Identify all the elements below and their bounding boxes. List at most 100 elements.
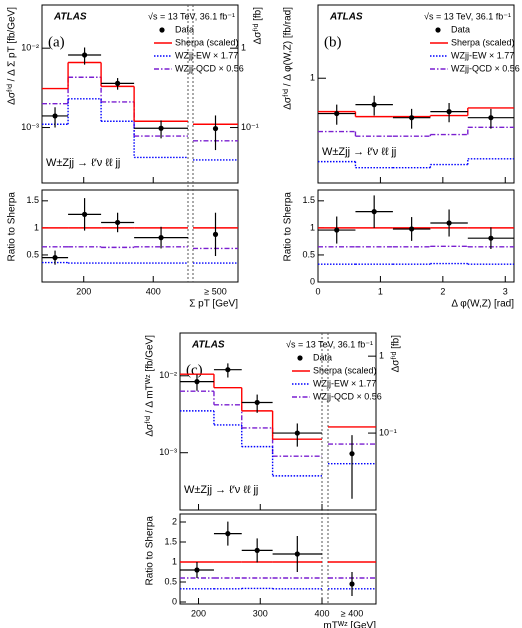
ratio-point (52, 255, 58, 261)
experiment: ATLAS (329, 12, 363, 23)
ratio-point (81, 211, 88, 217)
ratio-y-tick-label: 1 (172, 556, 177, 566)
y-tick-label: 10⁻² (159, 370, 177, 380)
legend-label: Sherpa (scaled) (175, 37, 239, 47)
legend-label: Data (175, 24, 194, 34)
panel-label: (b) (324, 34, 342, 50)
series-point (225, 367, 231, 373)
series-point (446, 109, 452, 115)
ratio-y-tick-label: 1 (310, 222, 315, 232)
plot-frame (179, 332, 377, 511)
overflow-label: ≥ 500 (204, 286, 226, 296)
series-point (81, 52, 88, 58)
y-tick-label: 10⁻² (21, 43, 39, 53)
legend-label: Data (451, 24, 470, 34)
plot-frame (317, 4, 515, 184)
ratio-frame (179, 513, 377, 605)
ratio-point (446, 220, 452, 226)
series-point (409, 115, 415, 121)
y-tick-label: 10⁻³ (21, 122, 39, 132)
ratio-y-tick-label: 1.5 (302, 195, 315, 205)
x-tick-label: 200 (76, 286, 91, 296)
x-axis-label: mTᵂᶻ [GeV] (323, 621, 376, 628)
x-tick-label: 400 (146, 286, 161, 296)
series-point (371, 102, 377, 108)
x-tick-label: 3 (503, 286, 508, 296)
ratio-y-label: Ratio to Sherpa (283, 192, 294, 262)
ratio-y-tick-label: 1.5 (164, 536, 177, 546)
series-point (52, 113, 58, 119)
ratio-point (371, 209, 377, 215)
x-tick-label: 1 (378, 286, 383, 296)
experiment: ATLAS (191, 340, 225, 351)
series-point (294, 430, 300, 436)
legend-marker (159, 27, 165, 33)
ratio-y-tick-label: 2 (172, 516, 177, 526)
y2-tick-label: 10⁻¹ (379, 427, 397, 437)
legend-label: Sherpa (scaled) (313, 365, 377, 375)
process: W±Zjj → ℓ′ν ℓℓ jj (46, 157, 120, 169)
y-tick-label: 10⁻³ (159, 447, 177, 457)
legend-label: WZjj-QCD × 0.56 (313, 391, 382, 401)
x-tick-label: 0 (315, 286, 320, 296)
y2-tick-label: 1 (241, 43, 246, 53)
legend-label: WZjj-EW × 1.77 (175, 50, 238, 60)
ratio-y-tick-label: 0.5 (164, 576, 177, 586)
energy: √s = 13 TeV, 36.1 fb⁻¹ (148, 11, 235, 21)
energy: √s = 13 TeV, 36.1 fb⁻¹ (286, 339, 373, 349)
y2-axis-label: Δσᶠⁱᵈ [fb] (253, 7, 264, 45)
ratio-point (294, 551, 300, 557)
x-axis-label: Σ pT [GeV] (189, 299, 238, 310)
ratio-point (334, 227, 340, 233)
x-axis-label: Δ φ(W,Z) [rad] (451, 299, 514, 310)
ratio-y-tick-label: 0 (310, 276, 315, 286)
series-point (488, 115, 494, 121)
series-point (194, 379, 200, 385)
series-point (349, 451, 355, 457)
ratio-point (254, 547, 260, 554)
legend-marker (297, 355, 303, 361)
series-point (334, 110, 340, 117)
ratio-point (349, 581, 355, 587)
ratio-point (158, 235, 164, 241)
ratio-frame (317, 189, 515, 283)
y2-axis-label: Δσᶠⁱᵈ [fb] (391, 335, 402, 373)
y-axis-label: Δσᶠⁱᵈ / Δ Σ pT [fb/GeV] (7, 7, 18, 105)
process: W±Zjj → ℓ′ν ℓℓ jj (322, 146, 396, 158)
ratio-frame (41, 189, 239, 283)
panel-label: (c) (186, 362, 203, 378)
process: W±Zjj → ℓ′ν ℓℓ jj (184, 484, 258, 496)
legend-label: Data (313, 352, 332, 362)
series-point (212, 125, 219, 132)
legend-marker (435, 27, 441, 33)
legend-label: WZjj-QCD × 0.56 (175, 63, 244, 73)
x-tick-label: 200 (191, 608, 206, 618)
legend-label: WZjj-EW × 1.77 (451, 50, 514, 60)
legend-label: WZjj-EW × 1.77 (313, 378, 376, 388)
ratio-y-label: Ratio to Sherpa (7, 192, 18, 262)
ratio-y-tick-label: 0.5 (302, 249, 315, 259)
ratio-y-tick-label: 0 (172, 596, 177, 606)
y-axis-label: Δσᶠⁱᵈ / Δ φ(W,Z) [fb/rad] (283, 7, 294, 110)
panel-label: (a) (48, 34, 65, 50)
experiment: ATLAS (53, 12, 87, 23)
ratio-point (212, 231, 219, 237)
y-tick-label: 1 (310, 73, 315, 83)
y-axis-label: Δσᶠⁱᵈ / Δ mTᵂᶻ [fb/GeV] (145, 335, 156, 437)
energy: √s = 13 TeV, 36.1 fb⁻¹ (424, 11, 511, 21)
overflow-label: ≥ 400 (341, 608, 363, 618)
series-point (115, 80, 121, 86)
ratio-point (409, 226, 415, 232)
legend-label: WZjj-QCD × 0.56 (451, 63, 520, 73)
ratio-point (194, 567, 200, 573)
plot-frame (41, 4, 239, 184)
ratio-point (488, 235, 494, 241)
y2-tick-label: 10⁻¹ (241, 122, 259, 132)
x-tick-label: 400 (314, 608, 329, 618)
ratio-y-label: Ratio to Sherpa (145, 516, 156, 586)
legend-label: Sherpa (scaled) (451, 37, 515, 47)
series-point (158, 125, 164, 131)
ratio-point (225, 531, 231, 537)
ratio-y-tick-label: 1 (34, 222, 39, 232)
